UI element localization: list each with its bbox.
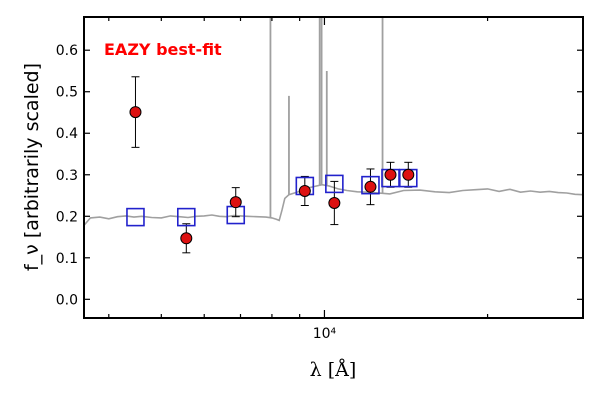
errorbar-layer (131, 76, 413, 254)
model-point (126, 207, 145, 227)
y-tick-label: 0.3 (56, 168, 78, 184)
y-tick-label: 0.6 (56, 43, 78, 59)
observed-point (129, 106, 142, 119)
y-axis-label: f_ν [arbitrarily scaled] (21, 63, 43, 271)
observed-point (180, 232, 193, 245)
observed-point (328, 196, 341, 209)
x-tick-label: 10⁴ (313, 326, 337, 342)
observed-point (402, 168, 415, 181)
y-tick-label: 0.1 (56, 251, 78, 267)
y-tick-label: 0.4 (56, 126, 78, 142)
x-axis-label: λ [Å] (310, 359, 357, 381)
y-ticks: 0.0 0.1 0.2 0.3 0.4 0.5 0.6 (56, 43, 583, 308)
eazy-annotation: EAZY best-fit (104, 40, 222, 59)
model-point (325, 174, 344, 194)
observed-points-layer (129, 106, 415, 245)
observed-point (229, 196, 242, 209)
model-point (361, 175, 380, 195)
observed-point (364, 180, 377, 193)
y-tick-label: 0.0 (56, 292, 78, 308)
observed-point (384, 168, 397, 181)
y-tick-label: 0.5 (56, 85, 78, 101)
template-sed-line (84, 183, 583, 226)
template-sed-layer (84, 17, 583, 226)
x-ticks: 10⁴ (108, 17, 584, 342)
model-points-layer (126, 168, 418, 227)
y-tick-label: 0.2 (56, 209, 78, 225)
plot-frame (83, 16, 584, 319)
model-point (176, 207, 196, 227)
observed-point (298, 184, 311, 197)
